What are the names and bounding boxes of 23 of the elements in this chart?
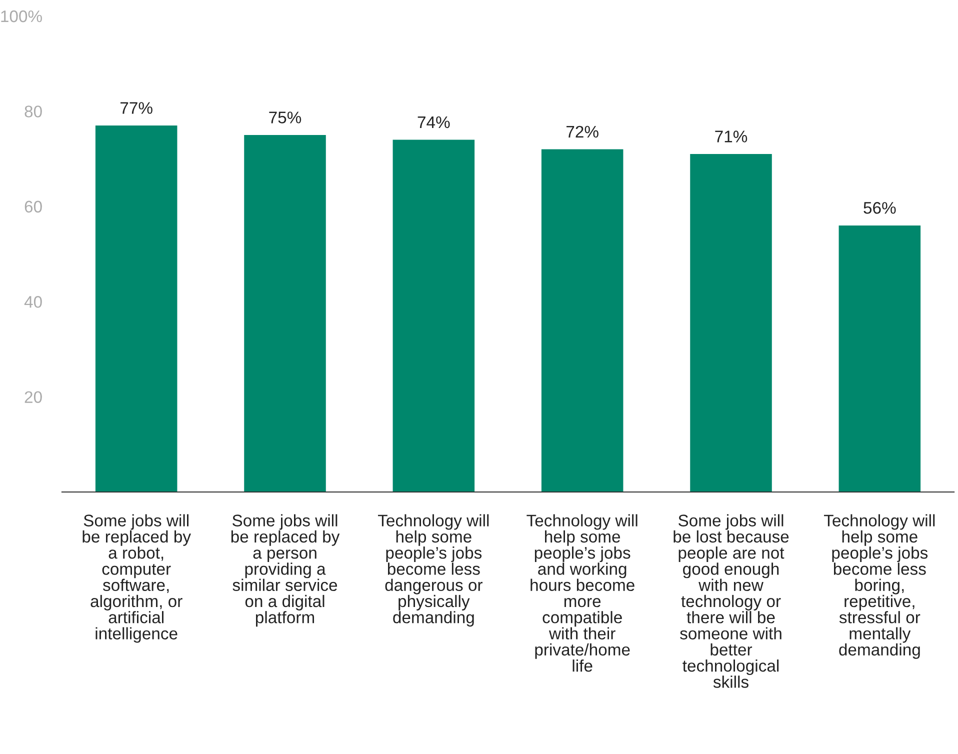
category-label: Some jobs will be lost because people are not good enough with new technology or there will be someone with better technological skills	[674, 514, 789, 688]
y-tick-label: 60	[24, 200, 42, 213]
x-tick-label: Some jobs will be replaced by a person providing a similar service on a digital platform	[231, 514, 340, 627]
y-tick-label: 40	[24, 296, 42, 308]
bar	[95, 125, 178, 492]
bar	[392, 140, 475, 492]
bar	[838, 225, 921, 492]
x-tick-label: Technology will help some people’s jobs become less dangerous or physically demanding	[378, 514, 489, 627]
y-tick-label: 80	[24, 106, 42, 118]
category-label: Technology will help some people’s jobs become less boring, repetitive, stressful or mentally demanding	[824, 514, 935, 659]
data-label: 71%	[715, 130, 748, 142]
bar	[541, 149, 624, 492]
y-tick-label: 20	[24, 391, 42, 404]
bar	[244, 135, 326, 492]
data-label: 75%	[269, 112, 302, 124]
data-label: 74%	[418, 116, 450, 128]
x-tick-label: Some jobs will be replaced by a robot, computer software, algorithm, or artificial intelligence	[82, 514, 191, 643]
data-label: 72%	[566, 126, 598, 138]
data-label: 77%	[120, 102, 152, 114]
data-label: 56%	[864, 202, 896, 214]
bar	[690, 154, 772, 492]
y-tick-label: 100%	[1, 10, 42, 22]
category-label: Technology will help some people’s jobs and working hours become more compatible with their private/home life	[526, 514, 638, 672]
